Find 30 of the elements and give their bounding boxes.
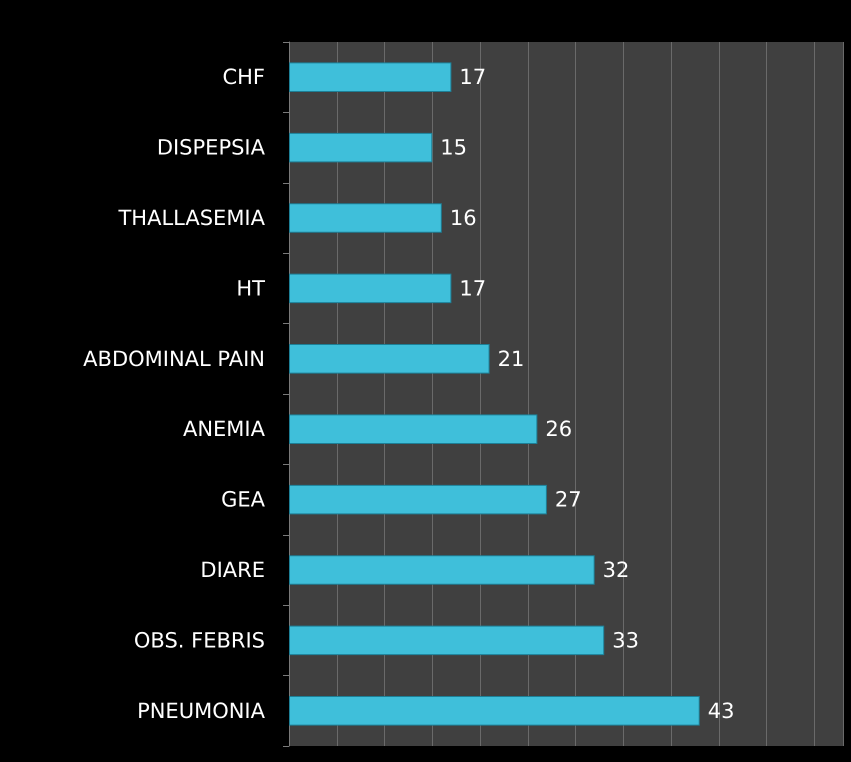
data-label: 27 — [554, 488, 582, 512]
y-tick-label: DISPEPSIA — [156, 136, 266, 160]
bar — [289, 626, 604, 656]
data-label: 16 — [450, 206, 477, 230]
bar — [289, 696, 700, 726]
bar — [289, 555, 595, 585]
bar — [289, 132, 432, 162]
y-tick-label: ABDOMINAL PAIN — [83, 346, 265, 371]
y-tick-label: PNEUMONIA — [137, 698, 266, 723]
data-label: 32 — [602, 558, 630, 582]
y-tick-label: CHF — [222, 65, 265, 90]
data-label: 43 — [708, 698, 734, 723]
bar — [289, 414, 538, 444]
bar — [289, 484, 547, 514]
data-label: 15 — [440, 136, 468, 160]
y-tick-label: ANEMIA — [182, 417, 266, 442]
y-tick-label: THALLASEMIA — [117, 206, 266, 230]
bar — [289, 344, 490, 374]
y-tick-label: HT — [236, 276, 266, 300]
bar — [289, 203, 442, 233]
data-label: 26 — [545, 417, 572, 442]
data-label: 21 — [498, 346, 524, 371]
data-label: 33 — [612, 628, 639, 652]
data-label: 17 — [459, 65, 486, 90]
y-tick-label: GEA — [221, 488, 266, 512]
data-label: 17 — [459, 276, 486, 300]
bar — [289, 62, 452, 92]
bar — [289, 274, 452, 304]
y-tick-label: DIARE — [200, 558, 265, 582]
y-tick-label: OBS. FEBRIS — [134, 628, 265, 652]
